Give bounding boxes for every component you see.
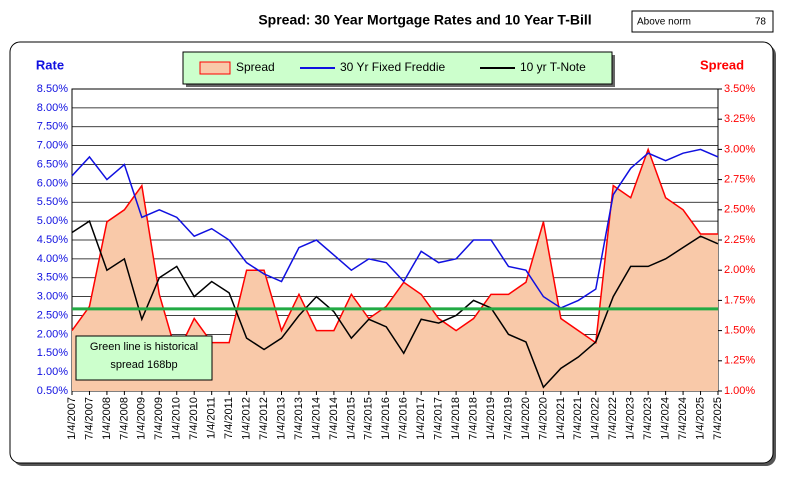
x-tick-label: 7/4/2011 <box>223 397 235 439</box>
y-tick-label: 8.50% <box>37 83 68 95</box>
legend-swatch <box>199 61 231 75</box>
x-tick-label: 1/4/2013 <box>275 397 287 440</box>
x-tick-label: 1/4/2010 <box>171 397 183 440</box>
y2-tick-label: 1.50% <box>724 325 755 337</box>
badge-value: 78 <box>755 17 767 28</box>
x-tick-label: 1/4/2007 <box>66 397 78 440</box>
x-tick-label: 1/4/2012 <box>241 397 253 440</box>
y-tick-label: 3.50% <box>37 272 68 284</box>
x-tick-label: 7/4/2023 <box>642 397 654 440</box>
y2-axis-label: Spread <box>700 57 744 72</box>
legend-label: 30 Yr Fixed Freddie <box>340 60 445 74</box>
y-tick-label: 3.00% <box>37 291 68 303</box>
y-tick-label: 5.50% <box>37 196 68 208</box>
chart-title: Spread: 30 Year Mortgage Rates and 10 Ye… <box>258 12 591 28</box>
badge <box>631 10 774 33</box>
y2-tick-label: 3.25% <box>724 113 755 125</box>
x-tick-label: 1/4/2017 <box>415 397 427 440</box>
x-tick-label: 1/4/2019 <box>485 397 497 440</box>
y-tick-label: 1.50% <box>37 347 68 359</box>
x-tick-label: 7/4/2010 <box>188 397 200 440</box>
x-tick-label: 7/4/2017 <box>433 397 445 440</box>
y-tick-label: 2.00% <box>37 328 68 340</box>
x-tick-label: 1/4/2021 <box>555 397 567 440</box>
y-tick-label: 5.00% <box>37 215 68 227</box>
y-tick-label: 1.00% <box>37 366 68 378</box>
badge-label: Above norm <box>637 17 691 28</box>
x-tick-label: 7/4/2008 <box>118 397 130 440</box>
x-tick-label: 1/4/2023 <box>625 397 637 440</box>
y2-tick-label: 3.50% <box>724 83 755 95</box>
x-tick-label: 7/4/2024 <box>677 397 689 440</box>
x-tick-label: 1/4/2025 <box>694 397 706 440</box>
y-tick-label: 2.50% <box>37 309 68 321</box>
series-line <box>71 219 719 389</box>
x-tick-label: 7/4/2019 <box>502 397 514 440</box>
x-tick-label: 7/4/2013 <box>293 397 305 440</box>
y2-tick-label: 2.50% <box>724 204 755 216</box>
spread-area <box>72 149 718 391</box>
x-tick-label: 7/4/2012 <box>258 397 270 440</box>
y2-tick-label: 2.25% <box>724 234 755 246</box>
y2-tick-label: 2.75% <box>724 174 755 186</box>
x-tick-label: 7/4/2009 <box>153 397 165 440</box>
x-tick-label: 7/4/2016 <box>398 397 410 440</box>
x-tick-label: 7/4/2025 <box>712 397 724 440</box>
x-tick-label: 1/4/2011 <box>206 397 218 439</box>
y-tick-label: 6.50% <box>37 158 68 170</box>
annotation: Green line is historical spread 168bp <box>89 341 199 371</box>
legend-label: Spread <box>236 60 275 74</box>
legend <box>182 51 613 85</box>
x-tick-label: 1/4/2016 <box>380 397 392 440</box>
y-tick-label: 8.00% <box>37 102 68 114</box>
y-tick-label: 0.50% <box>37 385 68 397</box>
x-tick-label: 7/4/2014 <box>328 397 340 440</box>
y-axis-label: Rate <box>36 57 64 72</box>
y-tick-label: 6.00% <box>37 177 68 189</box>
x-tick-label: 1/4/2008 <box>101 397 113 440</box>
x-tick-label: 1/4/2020 <box>520 397 532 440</box>
y2-tick-label: 1.25% <box>724 355 755 367</box>
annotation-box <box>75 335 213 381</box>
x-tick-label: 7/4/2020 <box>537 397 549 440</box>
x-tick-label: 7/4/2007 <box>83 397 95 440</box>
x-tick-label: 1/4/2022 <box>590 397 602 440</box>
y-tick-label: 7.50% <box>37 121 68 133</box>
x-tick-label: 7/4/2018 <box>467 397 479 440</box>
x-tick-label: 1/4/2014 <box>310 397 322 440</box>
y2-tick-label: 2.00% <box>724 264 755 276</box>
y-tick-label: 7.00% <box>37 140 68 152</box>
annotation-wrap: Green line is historical spread 168bp <box>89 341 199 371</box>
y2-tick-label: 3.00% <box>724 143 755 155</box>
y2-tick-label: 1.00% <box>724 385 755 397</box>
y-tick-label: 4.50% <box>37 234 68 246</box>
x-tick-label: 7/4/2015 <box>363 397 375 440</box>
x-tick-label: 1/4/2024 <box>660 397 672 440</box>
x-tick-label: 1/4/2018 <box>450 397 462 440</box>
y2-tick-label: 1.75% <box>724 294 755 306</box>
y-tick-label: 4.00% <box>37 253 68 265</box>
x-tick-label: 7/4/2022 <box>607 397 619 440</box>
x-tick-label: 1/4/2009 <box>136 397 148 440</box>
legend-label: 10 yr T-Note <box>520 60 586 74</box>
series-line <box>71 148 719 309</box>
x-tick-label: 7/4/2021 <box>572 397 584 440</box>
x-tick-label: 1/4/2015 <box>345 397 357 440</box>
